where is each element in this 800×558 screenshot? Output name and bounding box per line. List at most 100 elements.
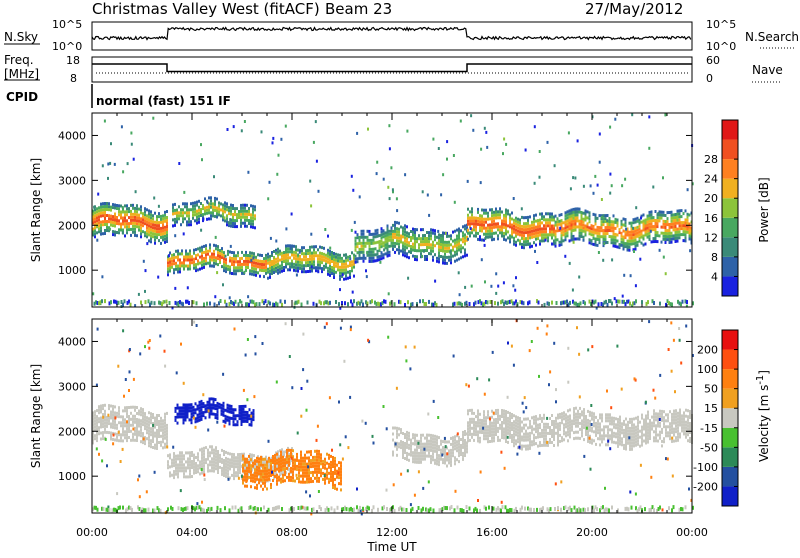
velocity-cell-1511 <box>440 449 442 452</box>
power-cell-1569 <box>460 244 462 247</box>
velocity-cell-340 <box>169 465 171 468</box>
power-cell-1312 <box>392 230 394 233</box>
velocity-cell-1859 <box>527 435 529 438</box>
velocity-cell-1546 <box>450 443 452 446</box>
power-cell-1820 <box>525 243 527 246</box>
power-cell-2768 <box>145 300 147 304</box>
power-cell-1413 <box>418 243 420 246</box>
velocity-cell-1539 <box>448 440 450 443</box>
velocity-cell-1335 <box>392 451 394 454</box>
velocity-cell-1152 <box>296 465 298 468</box>
power-cell-2170 <box>611 223 613 226</box>
velocity-cell-1836 <box>521 439 523 442</box>
power-cell-1674 <box>487 218 489 221</box>
power-cell-87 <box>112 230 114 233</box>
power-cell-1452 <box>430 249 432 252</box>
power-cell-1631 <box>477 232 479 235</box>
velocity-cell-175 <box>132 415 134 418</box>
velocity-cell-1521 <box>444 459 446 462</box>
velocity-cell-303 <box>160 420 162 423</box>
power-cell-1063 <box>327 255 329 258</box>
velocity-cell-1869 <box>529 426 531 429</box>
velocity-cell-219 <box>142 417 144 420</box>
velocity-cell-930 <box>247 414 249 417</box>
power-cell-746 <box>222 206 224 209</box>
power-cell-1061 <box>327 261 329 264</box>
power-cell-2413 <box>673 213 675 216</box>
power-cell-2248 <box>633 242 635 245</box>
velocity-cell-1138 <box>292 470 294 473</box>
velocity-cell-803 <box>197 417 199 420</box>
velocity-cell-72 <box>108 431 110 434</box>
velocity-cell-990 <box>254 477 256 480</box>
velocity-cell-154 <box>126 406 128 409</box>
power-cell-2316 <box>649 223 651 226</box>
velocity-cell-1032 <box>264 479 266 482</box>
velocity-cell-1638 <box>475 427 477 430</box>
power-cell-1346 <box>402 253 404 256</box>
power-cell-1177 <box>359 239 361 242</box>
power-cell-662 <box>192 214 194 217</box>
power-cell-611 <box>172 212 174 215</box>
power-cell-1563 <box>458 234 460 237</box>
power-cell-1096 <box>335 253 337 256</box>
velocity-cell-1488 <box>434 441 436 444</box>
velocity-cell-1473 <box>430 434 432 437</box>
power-cell-669 <box>194 210 196 213</box>
velocity-cell-1403 <box>414 458 416 461</box>
velocity-cell-1021 <box>262 488 264 491</box>
power-cell-1970 <box>561 222 563 225</box>
power-cell-1844 <box>529 224 531 227</box>
power-cell-628 <box>178 211 180 214</box>
velocity-cell-1298 <box>332 477 334 480</box>
velocity-cell-1513 <box>440 440 442 443</box>
power-cell-655 <box>188 211 190 214</box>
velocity-cell-966 <box>246 467 248 470</box>
velocity-cell-353 <box>173 455 175 458</box>
power-cell-2046 <box>579 226 581 229</box>
power-cell-567 <box>253 267 255 270</box>
power-cell-1476 <box>436 236 438 239</box>
power-cell-1077 <box>331 266 333 269</box>
power-cell-2271 <box>637 226 639 229</box>
power-cell-448 <box>211 253 213 256</box>
power-cell-885 <box>277 260 279 263</box>
power-cell-2654 <box>599 161 601 164</box>
power-cell-1570 <box>460 238 462 241</box>
power-cell-2535 <box>593 192 595 195</box>
power-cell-1447 <box>428 240 430 243</box>
velocity-cell-1407 <box>414 443 416 446</box>
velocity-cell-1795 <box>513 441 515 444</box>
velocity-cell-135 <box>122 409 124 412</box>
power-cell-782 <box>234 213 236 216</box>
power-cell-103 <box>116 231 118 234</box>
velocity-cell-760 <box>181 415 183 418</box>
velocity-cell-178 <box>134 433 136 436</box>
power-cell-2514 <box>174 287 176 290</box>
velocity-cell-1651 <box>477 409 479 412</box>
velocity-cell-1640 <box>475 421 477 424</box>
power-cell-2369 <box>663 214 665 217</box>
power-cell-2878 <box>425 302 427 306</box>
power-cell-1772 <box>513 237 515 240</box>
velocity-cell-365 <box>177 466 179 469</box>
power-cell-2367 <box>663 223 665 226</box>
velocity-cell-1001 <box>256 469 258 472</box>
velocity-cell-1683 <box>487 440 489 443</box>
power-cell-1078 <box>331 260 333 263</box>
power-cell-2875 <box>419 299 421 303</box>
velocity-cell-37 <box>98 405 100 408</box>
velocity-cell-246 <box>148 423 150 426</box>
power-cell-2507 <box>272 141 274 144</box>
velocity-cell-1108 <box>284 470 286 473</box>
power-cell-1463 <box>432 244 434 247</box>
power-cell-2137 <box>603 232 605 235</box>
velocity-cell-1128 <box>290 479 292 482</box>
power-cell-1656 <box>483 224 485 227</box>
power-cell-913 <box>285 254 287 257</box>
power-cell-1601 <box>467 208 469 211</box>
power-cell-2227 <box>627 240 629 243</box>
velocity-cell-553 <box>233 471 235 474</box>
velocity-cell-1587 <box>462 440 464 443</box>
velocity-cell-1672 <box>483 416 485 419</box>
